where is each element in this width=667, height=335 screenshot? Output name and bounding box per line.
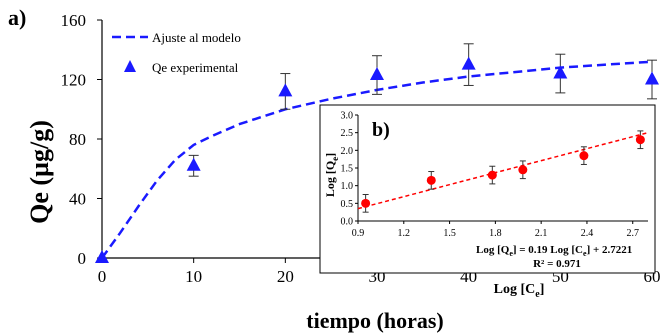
panel-label-b: b) <box>372 119 390 141</box>
equation-part-3: ] + 2.7221 <box>587 244 633 256</box>
legend-fit-label: Ajuste al modelo <box>152 30 241 45</box>
inset-y-label-end: ] <box>323 153 337 157</box>
inset-x-tick-label: 0.9 <box>352 228 365 239</box>
triangle-marker <box>95 250 109 263</box>
inset-x-tick-label: 2.4 <box>581 228 594 239</box>
inset-x-axis-label: Log [Ce] <box>494 282 545 300</box>
legend-experimental-label: Qe experimental <box>152 60 239 75</box>
inset-y-tick-label: 1.0 <box>341 181 354 192</box>
inset-circle-marker <box>487 170 497 180</box>
inset-circle-marker <box>579 151 589 161</box>
inset-y-axis-label: Log [Qe] <box>323 153 340 197</box>
equation-sub-1: e <box>509 249 513 258</box>
inset-chart: 0.9 1.2 1.5 1.8 2.1 2.4 2.7 0.0 0.5 1.0 1.5 2.0 2.5… <box>319 104 656 300</box>
inset-x-tick-label: 1.2 <box>398 228 411 239</box>
inset-y-tick-label: 0.5 <box>341 199 354 210</box>
main-y-ticks: 0 40 80 120 160 <box>61 11 102 268</box>
inset-y-tick-label: 3.0 <box>341 111 354 122</box>
triangle-marker <box>461 56 476 70</box>
inset-x-tick-label: 1.5 <box>443 228 456 239</box>
inset-x-label-sub: e <box>535 289 540 300</box>
main-y-tick-label: 40 <box>69 190 86 209</box>
inset-circle-marker <box>426 175 436 185</box>
main-x-tick-label: 20 <box>277 267 294 286</box>
inset-r-squared: R² = 0.971 <box>533 258 581 270</box>
inset-x-ticks: 0.9 1.2 1.5 1.8 2.1 2.4 2.7 <box>352 221 639 239</box>
main-y-tick-label: 80 <box>69 130 86 149</box>
inset-y-tick-label: 2.5 <box>341 128 354 139</box>
inset-y-tick-label: 1.5 <box>341 164 354 175</box>
main-y-axis-label: Qe (µg/g) <box>25 120 54 224</box>
triangle-marker <box>553 65 568 79</box>
inset-frame <box>319 104 656 274</box>
inset-y-label-main: Log [Q <box>323 161 337 197</box>
inset-trendline <box>357 131 649 210</box>
main-y-tick-label: 120 <box>61 71 87 90</box>
legend-triangle-swatch <box>124 60 136 72</box>
inset-y-tick-label: 2.0 <box>341 146 354 157</box>
inset-y-label-sub: e <box>330 157 340 161</box>
triangle-marker <box>645 71 659 85</box>
legend: Ajuste al modelo Qe experimental <box>112 30 241 75</box>
inset-x-label-end: ] <box>540 282 545 297</box>
inset-circle-marker <box>635 135 645 145</box>
experimental-points <box>95 43 659 263</box>
inset-y-tick-label: 0.0 <box>341 217 354 228</box>
triangle-marker <box>370 67 384 81</box>
main-x-tick-label: 10 <box>185 267 202 286</box>
main-y-tick-label: 0 <box>78 249 87 268</box>
inset-x-label-main: Log [C <box>494 282 536 297</box>
inset-circle-marker <box>361 198 371 208</box>
inset-x-tick-label: 2.1 <box>535 228 548 239</box>
inset-equation: Log [Qe] = 0.19 Log [Ce] + 2.7221 <box>476 244 632 258</box>
inset-points <box>361 130 645 213</box>
main-y-tick-label: 160 <box>61 11 87 30</box>
triangle-marker <box>186 157 201 171</box>
inset-y-ticks: 0.0 0.5 1.0 1.5 2.0 2.5 3.0 <box>341 111 358 228</box>
triangle-marker <box>278 83 293 97</box>
panel-label-a: a) <box>8 5 26 30</box>
inset-circle-marker <box>518 165 528 175</box>
equation-part-2: ] = 0.19 Log [C <box>513 244 583 256</box>
main-x-tick-label: 0 <box>98 267 107 286</box>
equation-part-1: Log [Q <box>476 244 510 256</box>
main-x-axis-label: tiempo (horas) <box>306 308 443 333</box>
inset-x-tick-label: 2.7 <box>626 228 639 239</box>
inset-x-tick-label: 1.8 <box>489 228 502 239</box>
equation-sub-2: e <box>583 249 587 258</box>
